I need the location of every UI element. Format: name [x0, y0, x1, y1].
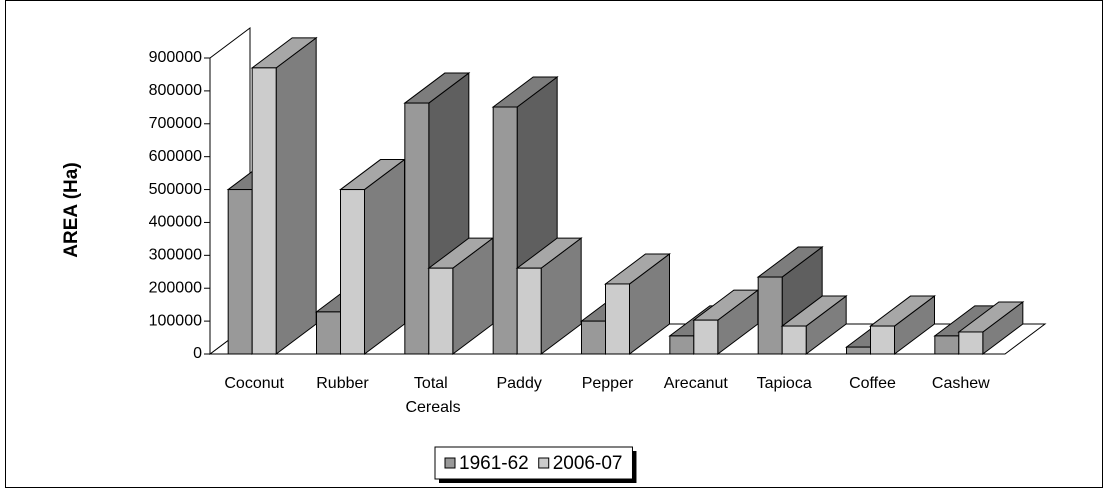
x-tick-label: Tapioca — [757, 375, 812, 392]
bar-front — [227, 189, 253, 355]
bar-front — [846, 346, 871, 355]
x-tick-label: Pepper — [582, 375, 634, 392]
y-tick-label: 200000 — [149, 279, 202, 296]
x-tick-label: Rubber — [316, 375, 369, 392]
legend-swatch — [538, 457, 550, 469]
bar — [250, 36, 318, 355]
bar — [339, 158, 406, 355]
bar-front — [516, 267, 542, 355]
bar — [780, 295, 848, 355]
bar-front — [316, 311, 341, 355]
y-tick-label: 800000 — [149, 82, 202, 99]
y-tick-label: 700000 — [149, 115, 202, 132]
y-tick-label: 600000 — [149, 148, 202, 165]
bar-front — [492, 106, 518, 355]
bar-front — [581, 320, 606, 355]
x-tick-label: Cashew — [932, 375, 990, 392]
x-tick-label: Arecanut — [664, 375, 729, 392]
y-axis-label: AREA (Ha) — [61, 162, 82, 257]
bar-front — [340, 189, 365, 355]
y-tick-label: 100000 — [149, 312, 202, 329]
legend-label: 1961-62 — [459, 453, 529, 474]
bar-front — [404, 102, 430, 355]
bar-front — [958, 331, 984, 355]
bar — [427, 237, 495, 355]
y-tick-label: 500000 — [149, 181, 202, 198]
bar-front — [669, 335, 695, 355]
bar — [957, 300, 1025, 355]
bar — [603, 252, 672, 355]
bar — [515, 237, 583, 355]
bar-front — [870, 325, 895, 355]
x-tick-label: Coffee — [849, 375, 896, 392]
bar-side — [275, 36, 317, 355]
legend-box — [434, 446, 633, 480]
x-tick-label: Total Cereals — [401, 375, 461, 416]
y-tick-label: 300000 — [149, 247, 202, 264]
y-tick-label: 900000 — [149, 49, 202, 66]
bar-front — [934, 335, 960, 355]
bar-side — [364, 158, 405, 355]
y-tick-label: 400000 — [149, 214, 202, 231]
bar-front — [693, 319, 719, 355]
legend-swatch — [444, 457, 456, 469]
bar-front — [428, 267, 454, 355]
y-tick-label: 0 — [193, 345, 202, 362]
bar-front — [781, 325, 807, 355]
bar-front — [757, 276, 783, 355]
bar — [692, 289, 760, 355]
legend: 1961-62 2006-07 — [434, 446, 637, 483]
x-tick-label: Paddy — [496, 375, 541, 392]
bar — [869, 295, 936, 355]
bar-front — [251, 67, 277, 355]
bar-front — [605, 283, 630, 355]
legend-label: 2006-07 — [553, 453, 623, 474]
x-tick-label: Coconut — [224, 375, 284, 392]
